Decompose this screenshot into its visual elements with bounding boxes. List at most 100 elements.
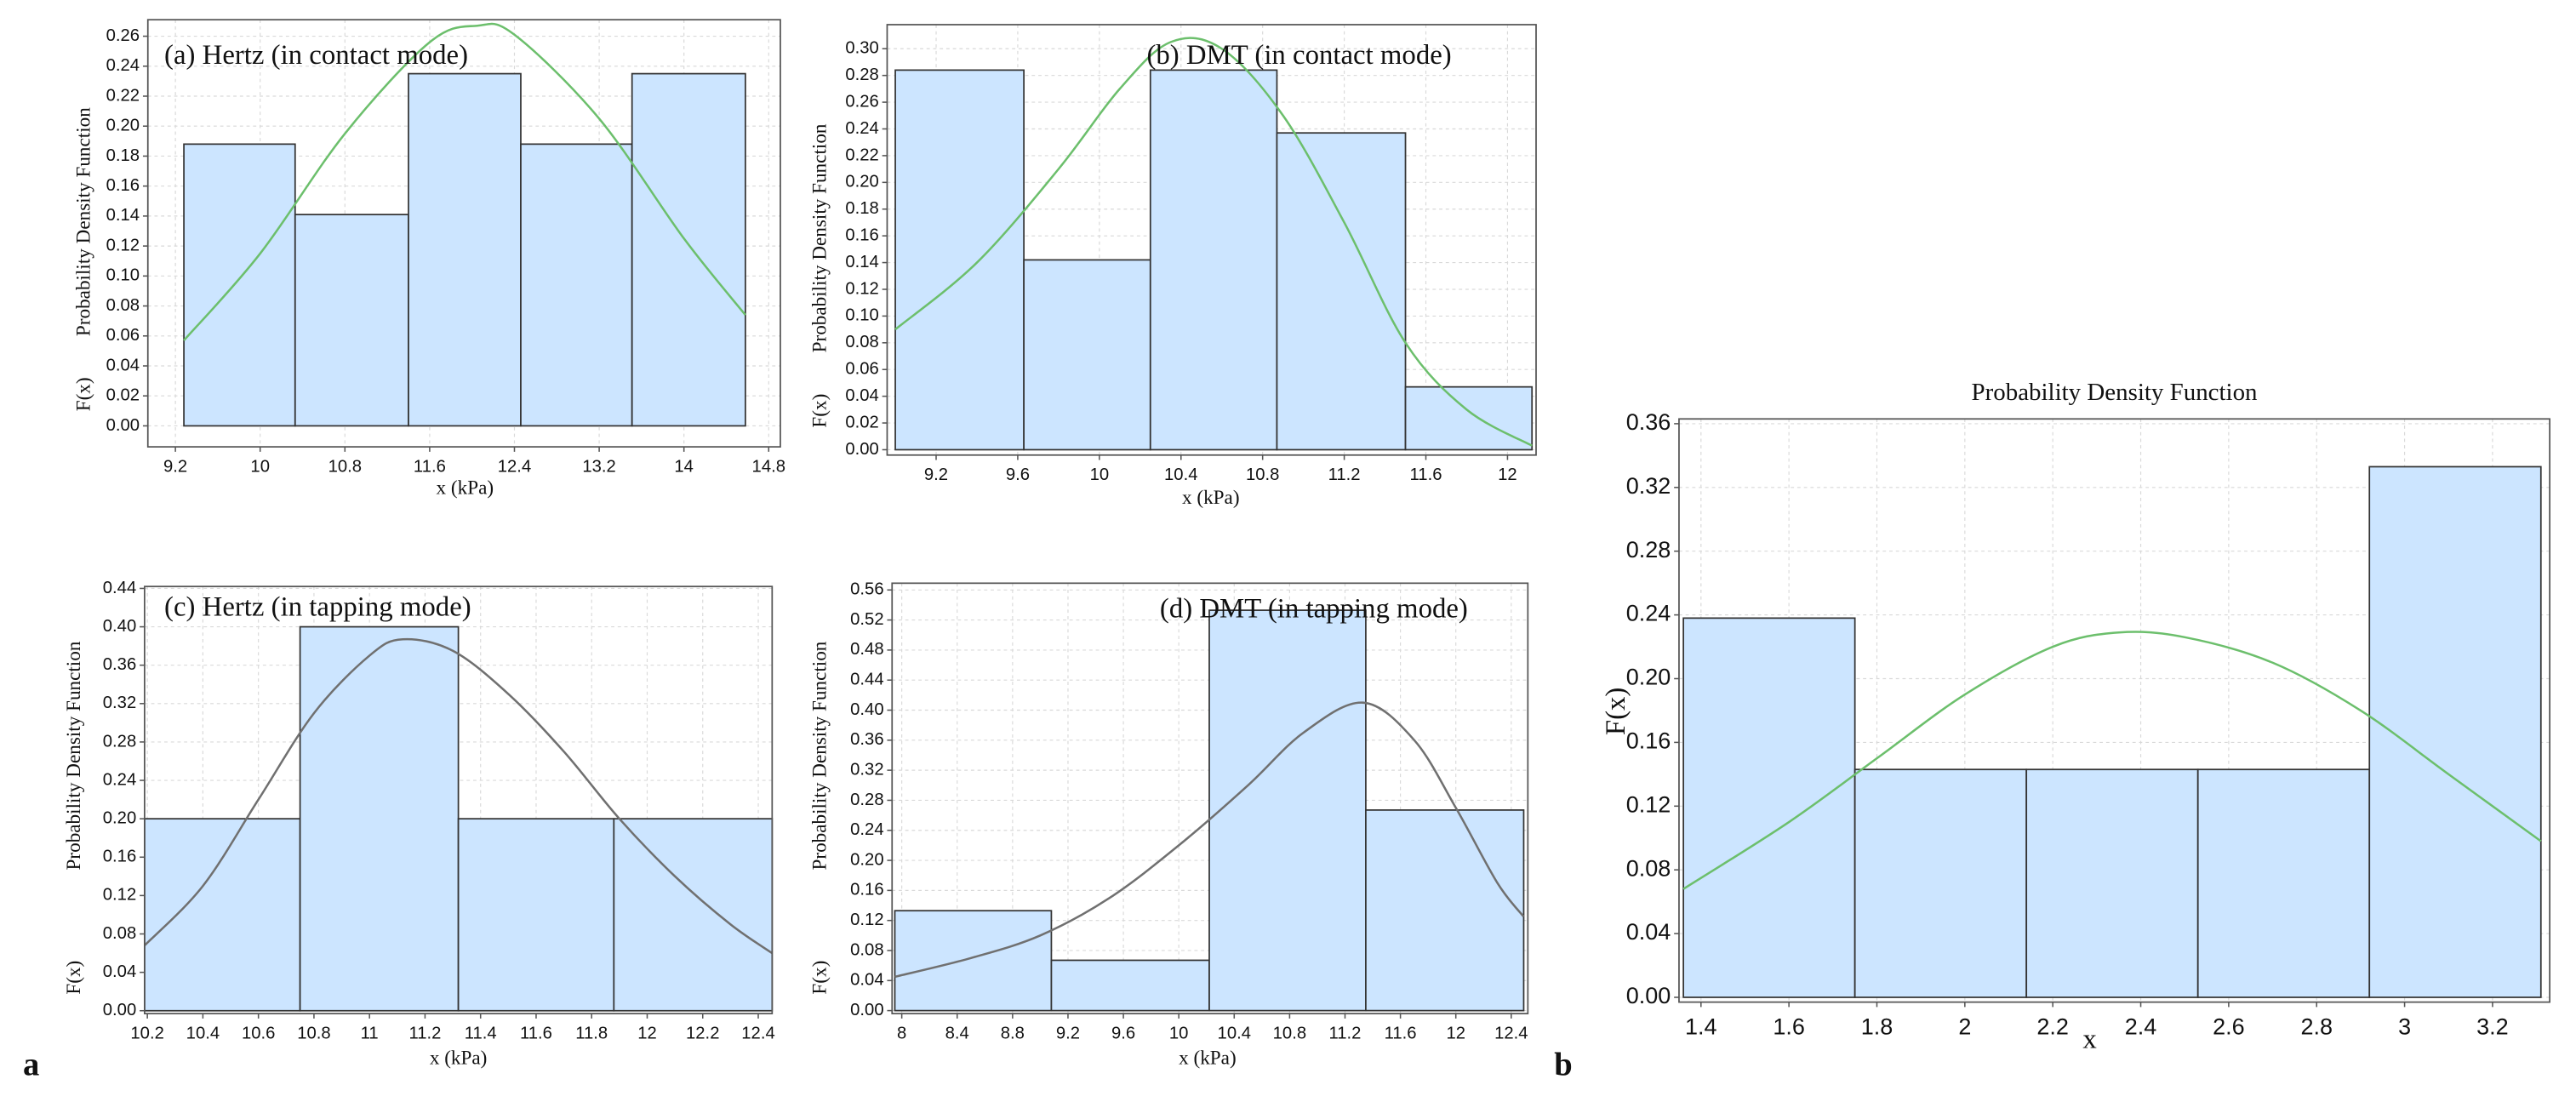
y-tick-label: 0.08 <box>103 924 136 943</box>
x-tick-label: 11 <box>361 1025 379 1043</box>
x-tick-label: 3.2 <box>2476 1014 2509 1040</box>
y-tick-label: 0.00 <box>850 1001 883 1019</box>
x-tick-label: 9.6 <box>1111 1025 1135 1043</box>
chart-title: (a) Hertz (in contact mode) <box>164 40 468 71</box>
y-axis-label: Probability Density Function <box>809 123 831 352</box>
y-tick-label: 0.04 <box>850 971 883 990</box>
bar <box>1023 259 1151 451</box>
y-tick-label: 0.04 <box>103 962 136 981</box>
y-tick-label: 0.08 <box>106 296 140 315</box>
x-tick-label: 11.6 <box>520 1025 552 1043</box>
bar <box>299 625 460 1012</box>
x-tick-label: 2.8 <box>2300 1014 2333 1040</box>
y-axis-label: F(x) <box>63 961 85 995</box>
x-tick-label: 12.2 <box>686 1025 719 1043</box>
bar <box>1404 385 1534 451</box>
x-tick-label: 1.6 <box>1773 1014 1805 1040</box>
y-tick-label: 0.06 <box>845 360 878 379</box>
y-tick-label: 0.40 <box>103 617 136 636</box>
bar <box>1208 609 1367 1012</box>
y-tick-label: 0.06 <box>106 326 140 345</box>
x-tick-label: 3 <box>2398 1014 2411 1040</box>
y-tick-label: 0.18 <box>106 146 140 165</box>
x-axis-label: x (kPa) <box>1179 1047 1237 1069</box>
y-tick-label: 0.00 <box>106 416 140 435</box>
x-tick-label: 12.4 <box>741 1025 774 1043</box>
x-tick-label: 11.2 <box>408 1025 441 1043</box>
x-tick-label: 10 <box>1090 465 1110 484</box>
x-tick-label: 14.8 <box>752 458 785 477</box>
y-tick-label: 0.00 <box>1626 983 1671 1008</box>
y-tick-label: 0.14 <box>845 253 878 271</box>
x-tick-label: 13.2 <box>582 458 615 477</box>
bar <box>457 818 615 1012</box>
y-tick-label: 0.12 <box>850 911 883 929</box>
y-tick-label: 0.32 <box>850 760 883 779</box>
y-tick-label: 0.22 <box>106 86 140 105</box>
y-tick-label: 0.16 <box>106 176 140 195</box>
y-axis-label: F(x) <box>73 377 95 411</box>
x-tick-label: 11.4 <box>465 1025 497 1043</box>
y-tick-label: 0.16 <box>1626 728 1671 754</box>
y-tick-label: 0.20 <box>106 117 140 135</box>
y-tick-label: 0.26 <box>845 92 878 111</box>
y-tick-label: 0.22 <box>845 146 878 164</box>
y-tick-label: 0.10 <box>106 266 140 285</box>
x-axis-label: x <box>2082 1024 2096 1054</box>
density-curve <box>1682 631 2542 890</box>
y-tick-label: 0.12 <box>1626 791 1671 817</box>
y-tick-label: 0.24 <box>845 119 878 138</box>
y-tick-label: 0.24 <box>1626 601 1671 626</box>
x-tick-label: 10.4 <box>186 1025 220 1043</box>
bar <box>2368 465 2542 998</box>
y-tick-label: 0.28 <box>845 66 878 84</box>
x-tick-label: 9.2 <box>924 465 948 484</box>
x-tick-label: 11.6 <box>1410 465 1442 484</box>
y-tick-label: 0.32 <box>103 694 136 712</box>
density-curve <box>894 701 1525 979</box>
x-tick-label: 10.4 <box>1218 1025 1251 1043</box>
x-tick-label: 10.8 <box>1246 465 1279 484</box>
y-tick-label: 0.02 <box>106 386 140 405</box>
y-tick-label: 0.52 <box>850 610 883 629</box>
x-tick-label: 10.6 <box>242 1025 275 1043</box>
y-tick-label: 0.36 <box>103 655 136 674</box>
x-tick-label: 9.2 <box>163 458 187 477</box>
density-curve <box>894 37 1533 447</box>
y-tick-label: 0.48 <box>850 640 883 659</box>
x-tick-label: 9.6 <box>1006 465 1030 484</box>
y-axis-label: F(x) <box>809 961 831 995</box>
bar <box>1853 768 2028 998</box>
density-curve <box>183 22 746 341</box>
y-axis-label: Probability Density Function <box>73 107 95 336</box>
y-tick-label: 0.04 <box>106 356 140 374</box>
x-tick-label: 10 <box>1169 1025 1189 1043</box>
bar <box>1276 132 1407 451</box>
x-tick-label: 2.2 <box>2036 1014 2069 1040</box>
y-tick-label: 0.18 <box>845 199 878 218</box>
x-tick-label: 12 <box>1446 1025 1465 1043</box>
x-axis-label: x (kPa) <box>430 1047 488 1069</box>
x-tick-label: 1.4 <box>1685 1014 1717 1040</box>
y-tick-label: 0.32 <box>1626 473 1671 499</box>
bar <box>1050 959 1210 1012</box>
y-tick-label: 0.24 <box>850 820 883 839</box>
x-tick-label: 12.4 <box>1494 1025 1528 1043</box>
plot-frame <box>144 585 774 1014</box>
y-tick-label: 0.16 <box>103 848 136 866</box>
y-tick-label: 0.28 <box>1626 537 1671 562</box>
bar <box>2025 768 2199 998</box>
y-tick-label: 0.02 <box>845 413 878 431</box>
y-tick-label: 0.12 <box>106 236 140 254</box>
bar <box>613 818 774 1012</box>
y-tick-label: 0.30 <box>845 39 878 58</box>
y-tick-label: 0.24 <box>103 770 136 789</box>
x-tick-label: 11.6 <box>414 458 446 477</box>
x-tick-label: 8.4 <box>945 1025 969 1043</box>
y-axis-label: F(x) <box>809 394 831 428</box>
y-tick-label: 0.08 <box>845 333 878 351</box>
x-tick-label: 1.8 <box>1861 1014 1893 1040</box>
x-tick-label: 10.8 <box>328 458 362 477</box>
